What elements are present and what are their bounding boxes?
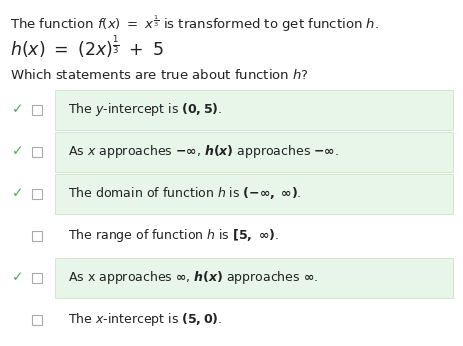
Bar [32, 315, 42, 325]
Bar [32, 273, 42, 283]
Text: ✓: ✓ [12, 144, 24, 158]
Text: The $y$-intercept is $\mathbf{(0, 5)}$.: The $y$-intercept is $\mathbf{(0, 5)}$. [68, 100, 222, 118]
Bar [32, 147, 42, 157]
Bar [32, 189, 42, 199]
Text: As $x$ approaches $\mathbf{-\infty}$, $\boldsymbol{h(x)}$ approaches $\mathbf{-\: As $x$ approaches $\mathbf{-\infty}$, $\… [68, 143, 339, 160]
Text: The $x$-intercept is $\mathbf{(5, 0)}$.: The $x$-intercept is $\mathbf{(5, 0)}$. [68, 310, 222, 328]
Text: $h(x)\ =\ (2x)^{\frac{1}{3}}\ +\ 5$: $h(x)\ =\ (2x)^{\frac{1}{3}}\ +\ 5$ [10, 34, 164, 60]
Bar [32, 231, 42, 241]
Text: As x approaches $\boldsymbol{\infty}$, $\boldsymbol{h(x)}$ approaches $\boldsymb: As x approaches $\boldsymbol{\infty}$, $… [68, 268, 318, 285]
Bar [55, 132, 453, 172]
Bar [55, 174, 453, 214]
Text: Which statements are true about function $h$?: Which statements are true about function… [10, 68, 309, 82]
Text: ✓: ✓ [12, 186, 24, 200]
Text: The function $\mathit{f}(x)\ =\ x^{\frac{1}{3}}$ is transformed to get function : The function $\mathit{f}(x)\ =\ x^{\frac… [10, 14, 379, 34]
Bar [55, 258, 453, 298]
Text: The range of function $h$ is $\mathbf{[5,\ \infty)}$.: The range of function $h$ is $\mathbf{[5… [68, 227, 279, 244]
Text: The domain of function $h$ is $\mathbf{(-\infty,\ \infty)}$.: The domain of function $h$ is $\mathbf{(… [68, 185, 301, 201]
Text: ✓: ✓ [12, 102, 24, 116]
Bar [32, 105, 42, 115]
Bar [55, 90, 453, 130]
Text: ✓: ✓ [12, 270, 24, 284]
